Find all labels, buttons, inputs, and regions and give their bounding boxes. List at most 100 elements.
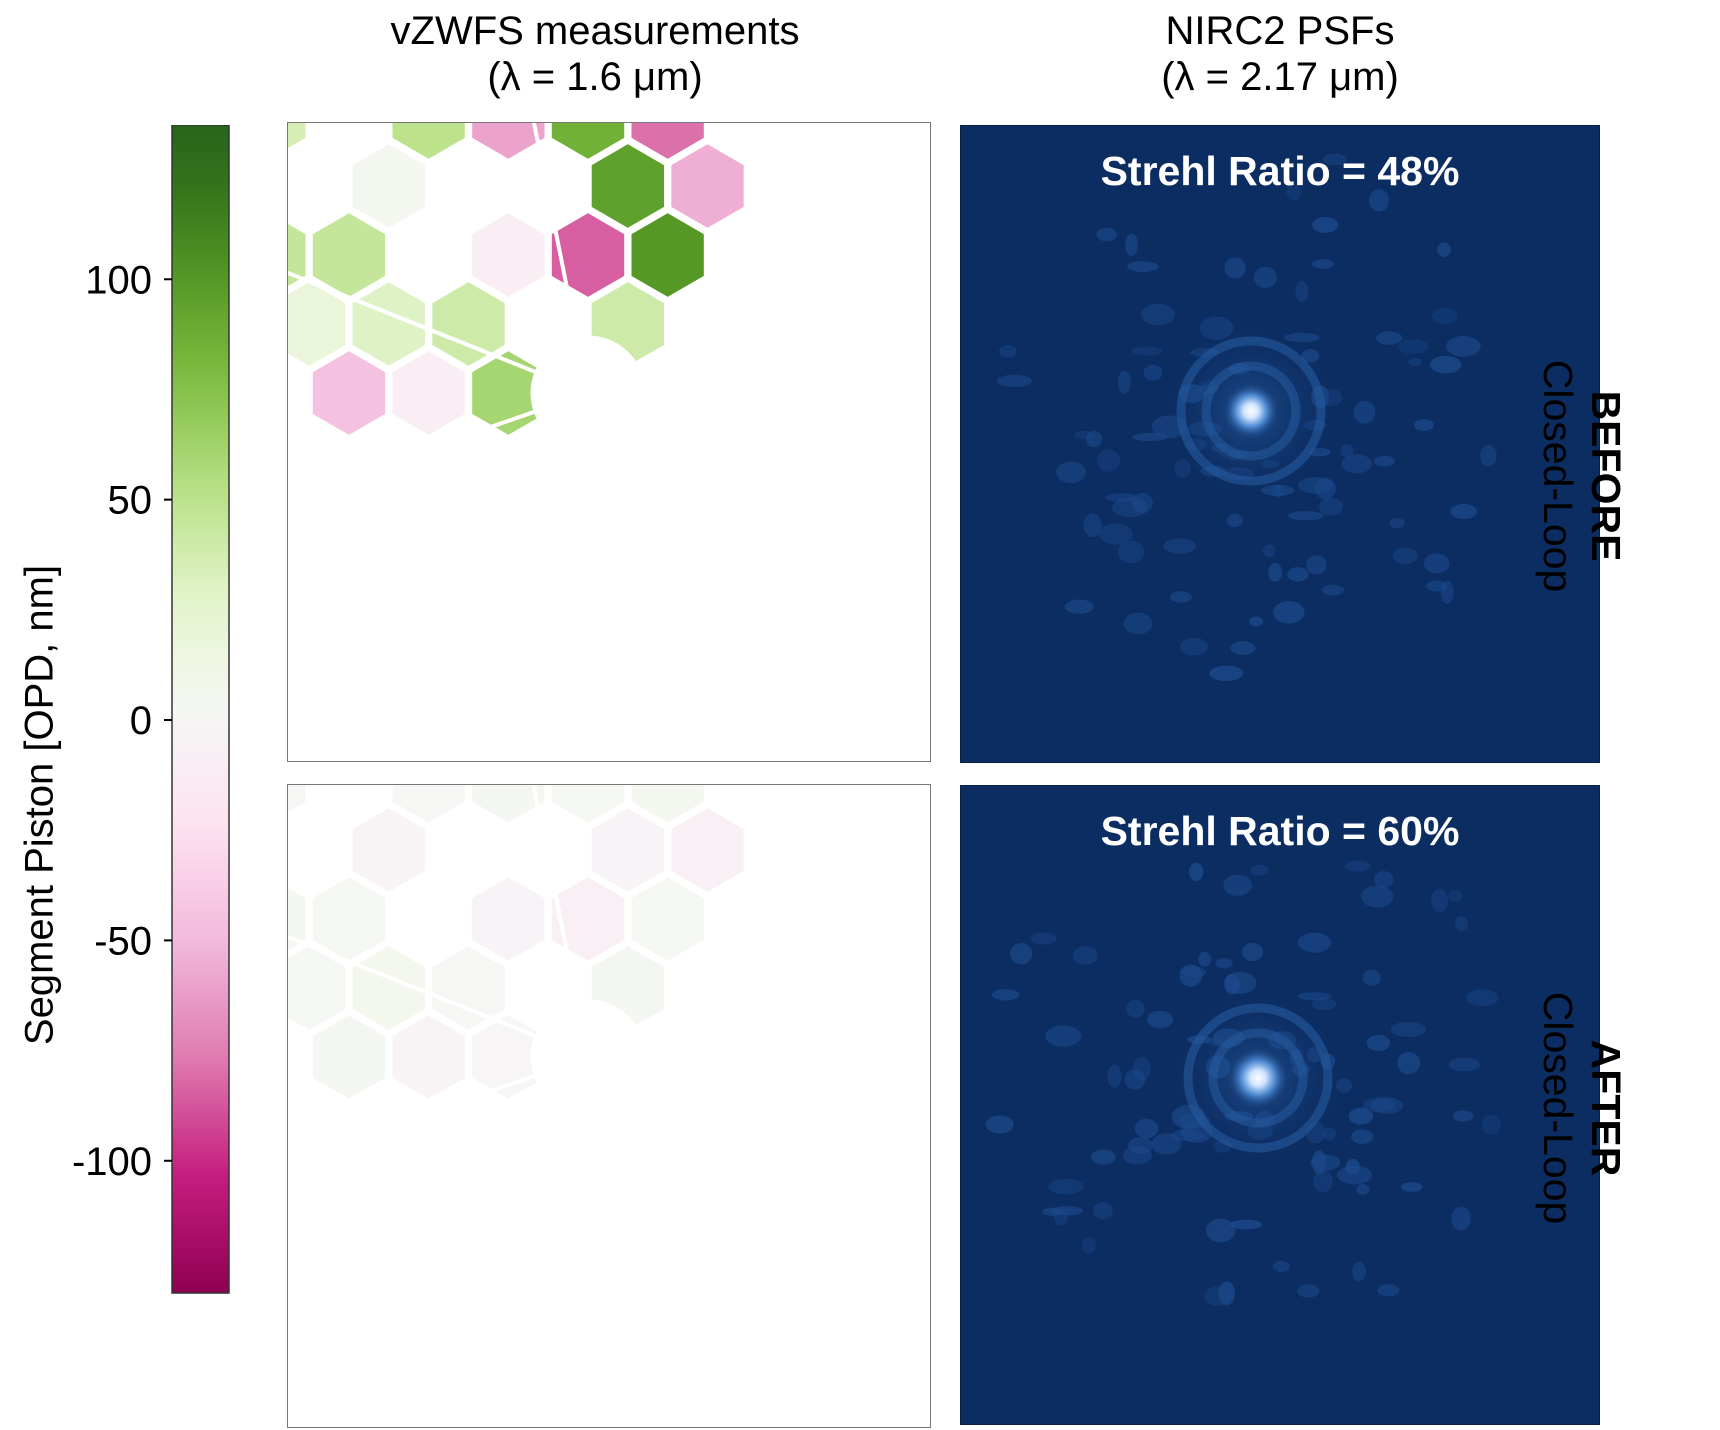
psf-speckle bbox=[1204, 1286, 1232, 1306]
psf-speckle bbox=[1288, 511, 1324, 521]
psf-speckle bbox=[1431, 888, 1449, 913]
psf-speckle bbox=[1352, 1261, 1366, 1282]
psf-speckle bbox=[1414, 419, 1434, 432]
psf-speckle bbox=[1353, 400, 1376, 424]
psf-speckle bbox=[1249, 616, 1264, 627]
psf-speckle bbox=[1223, 874, 1252, 896]
mirror-segment bbox=[548, 785, 628, 827]
row-label-after-line2: Closed-Loop bbox=[1535, 991, 1581, 1225]
psf-speckle bbox=[1362, 969, 1381, 986]
psf-image-after: Strehl Ratio = 60% bbox=[960, 785, 1600, 1425]
psf-speckle bbox=[1321, 584, 1345, 596]
psf-speckle bbox=[1480, 445, 1497, 467]
psf-speckle bbox=[1125, 233, 1138, 257]
psf-speckle bbox=[1241, 942, 1264, 962]
colorbar-tick-label: -100 bbox=[72, 1140, 152, 1184]
row-label-before: BEFORE Closed-Loop bbox=[1530, 336, 1630, 616]
psf-speckle bbox=[1344, 860, 1371, 872]
wavefront-map-before bbox=[287, 122, 931, 762]
spider-vane bbox=[587, 391, 929, 532]
psf-speckle bbox=[1423, 553, 1450, 574]
strehl-ratio-after: Strehl Ratio = 60% bbox=[1100, 808, 1460, 854]
mirror-segment bbox=[389, 347, 468, 439]
mirror-segment bbox=[548, 123, 628, 163]
psf-speckle bbox=[1377, 1284, 1400, 1297]
colorbar-tick-label: 100 bbox=[85, 258, 152, 302]
psf-speckle bbox=[1054, 1210, 1068, 1225]
psf-speckle bbox=[1452, 1110, 1474, 1122]
psf-speckle bbox=[1311, 998, 1337, 1011]
psf-speckle bbox=[1141, 303, 1175, 326]
psf-speckle bbox=[1306, 555, 1327, 575]
psf-speckle bbox=[1253, 266, 1277, 289]
psf-speckle bbox=[1147, 1010, 1174, 1029]
colorbar-svg: 100 50 0 -50 -100 bbox=[72, 124, 230, 1294]
mirror-segment bbox=[429, 942, 508, 1034]
psf-speckle bbox=[1179, 964, 1202, 987]
column-header-vzwfs-title: vZWFS measurements bbox=[390, 9, 800, 53]
psf-core bbox=[1221, 381, 1281, 441]
psf-speckle bbox=[1268, 563, 1283, 582]
psf-speckle bbox=[1389, 517, 1405, 529]
mirror-segment bbox=[349, 804, 428, 896]
mirror-segment bbox=[469, 209, 548, 301]
psf-speckle bbox=[1250, 864, 1269, 876]
psf-speckle bbox=[1209, 665, 1244, 681]
psf-speckle bbox=[1090, 1149, 1116, 1165]
psf-speckle bbox=[1205, 1218, 1236, 1243]
psf-speckle bbox=[1051, 1206, 1084, 1216]
psf-speckle bbox=[1072, 946, 1098, 965]
psf-speckle bbox=[1096, 227, 1117, 242]
psf-speckle bbox=[1163, 538, 1197, 554]
spider-vane bbox=[288, 391, 589, 501]
spider-vane bbox=[288, 270, 589, 395]
psf-speckle bbox=[1273, 601, 1305, 624]
spider-vane bbox=[586, 392, 664, 760]
mirror-segment bbox=[309, 209, 389, 301]
psf-speckle bbox=[1117, 540, 1145, 564]
psf-speckle bbox=[1218, 1281, 1235, 1306]
psf-speckle bbox=[1180, 638, 1208, 656]
column-header-vzwfs-wavelength: (λ = 1.6 μm) bbox=[487, 55, 703, 99]
psf-speckle bbox=[1348, 1107, 1374, 1125]
psf-speckle bbox=[1132, 346, 1163, 356]
psf-speckle bbox=[1311, 259, 1334, 269]
psf-speckle bbox=[1366, 1034, 1391, 1052]
spider-vane bbox=[288, 1055, 589, 1165]
column-header-nirc2-title: NIRC2 PSFs bbox=[1165, 9, 1395, 53]
mirror-segment bbox=[349, 942, 428, 1034]
psf-speckle bbox=[1143, 364, 1163, 381]
colorbar-tick-label: 50 bbox=[108, 479, 153, 523]
psf-speckle bbox=[1127, 261, 1159, 272]
mirror-segment bbox=[588, 140, 667, 232]
psf-speckle bbox=[1230, 641, 1256, 655]
row-label-before-line2: Closed-Loop bbox=[1535, 359, 1581, 593]
mirror-segment bbox=[469, 785, 548, 827]
mirror-segment bbox=[309, 1011, 389, 1103]
row-label-after: AFTER Closed-Loop bbox=[1530, 968, 1630, 1248]
psf-speckle bbox=[1124, 1069, 1146, 1090]
mirror-segment bbox=[309, 873, 389, 965]
psf-speckle bbox=[1429, 355, 1462, 374]
psf-speckle bbox=[1107, 1064, 1122, 1088]
psf-speckle bbox=[991, 989, 1020, 1001]
mirror-segment bbox=[349, 278, 428, 370]
mirror-segment bbox=[309, 347, 389, 439]
psf-speckle bbox=[1215, 958, 1233, 969]
psf-speckle bbox=[1450, 503, 1477, 520]
mirror-segment bbox=[548, 209, 628, 301]
spider-vane bbox=[531, 123, 590, 394]
psf-speckle bbox=[1408, 357, 1422, 367]
psf-speckle bbox=[1397, 1052, 1421, 1075]
psf-speckle bbox=[1272, 1260, 1290, 1272]
row-label-after-line1: AFTER bbox=[1583, 1039, 1629, 1177]
psf-speckle bbox=[1224, 973, 1241, 995]
column-header-nirc2-wavelength: (λ = 2.17 μm) bbox=[1161, 55, 1399, 99]
psf-speckle bbox=[985, 1115, 1014, 1134]
psf-speckle bbox=[1369, 1097, 1404, 1114]
psf-speckle bbox=[1390, 1021, 1427, 1037]
mirror-segment bbox=[469, 123, 548, 163]
psf-speckle bbox=[1010, 943, 1033, 965]
column-header-vzwfs: vZWFS measurements (λ = 1.6 μm) bbox=[285, 8, 905, 100]
psf-speckle bbox=[1374, 455, 1395, 467]
